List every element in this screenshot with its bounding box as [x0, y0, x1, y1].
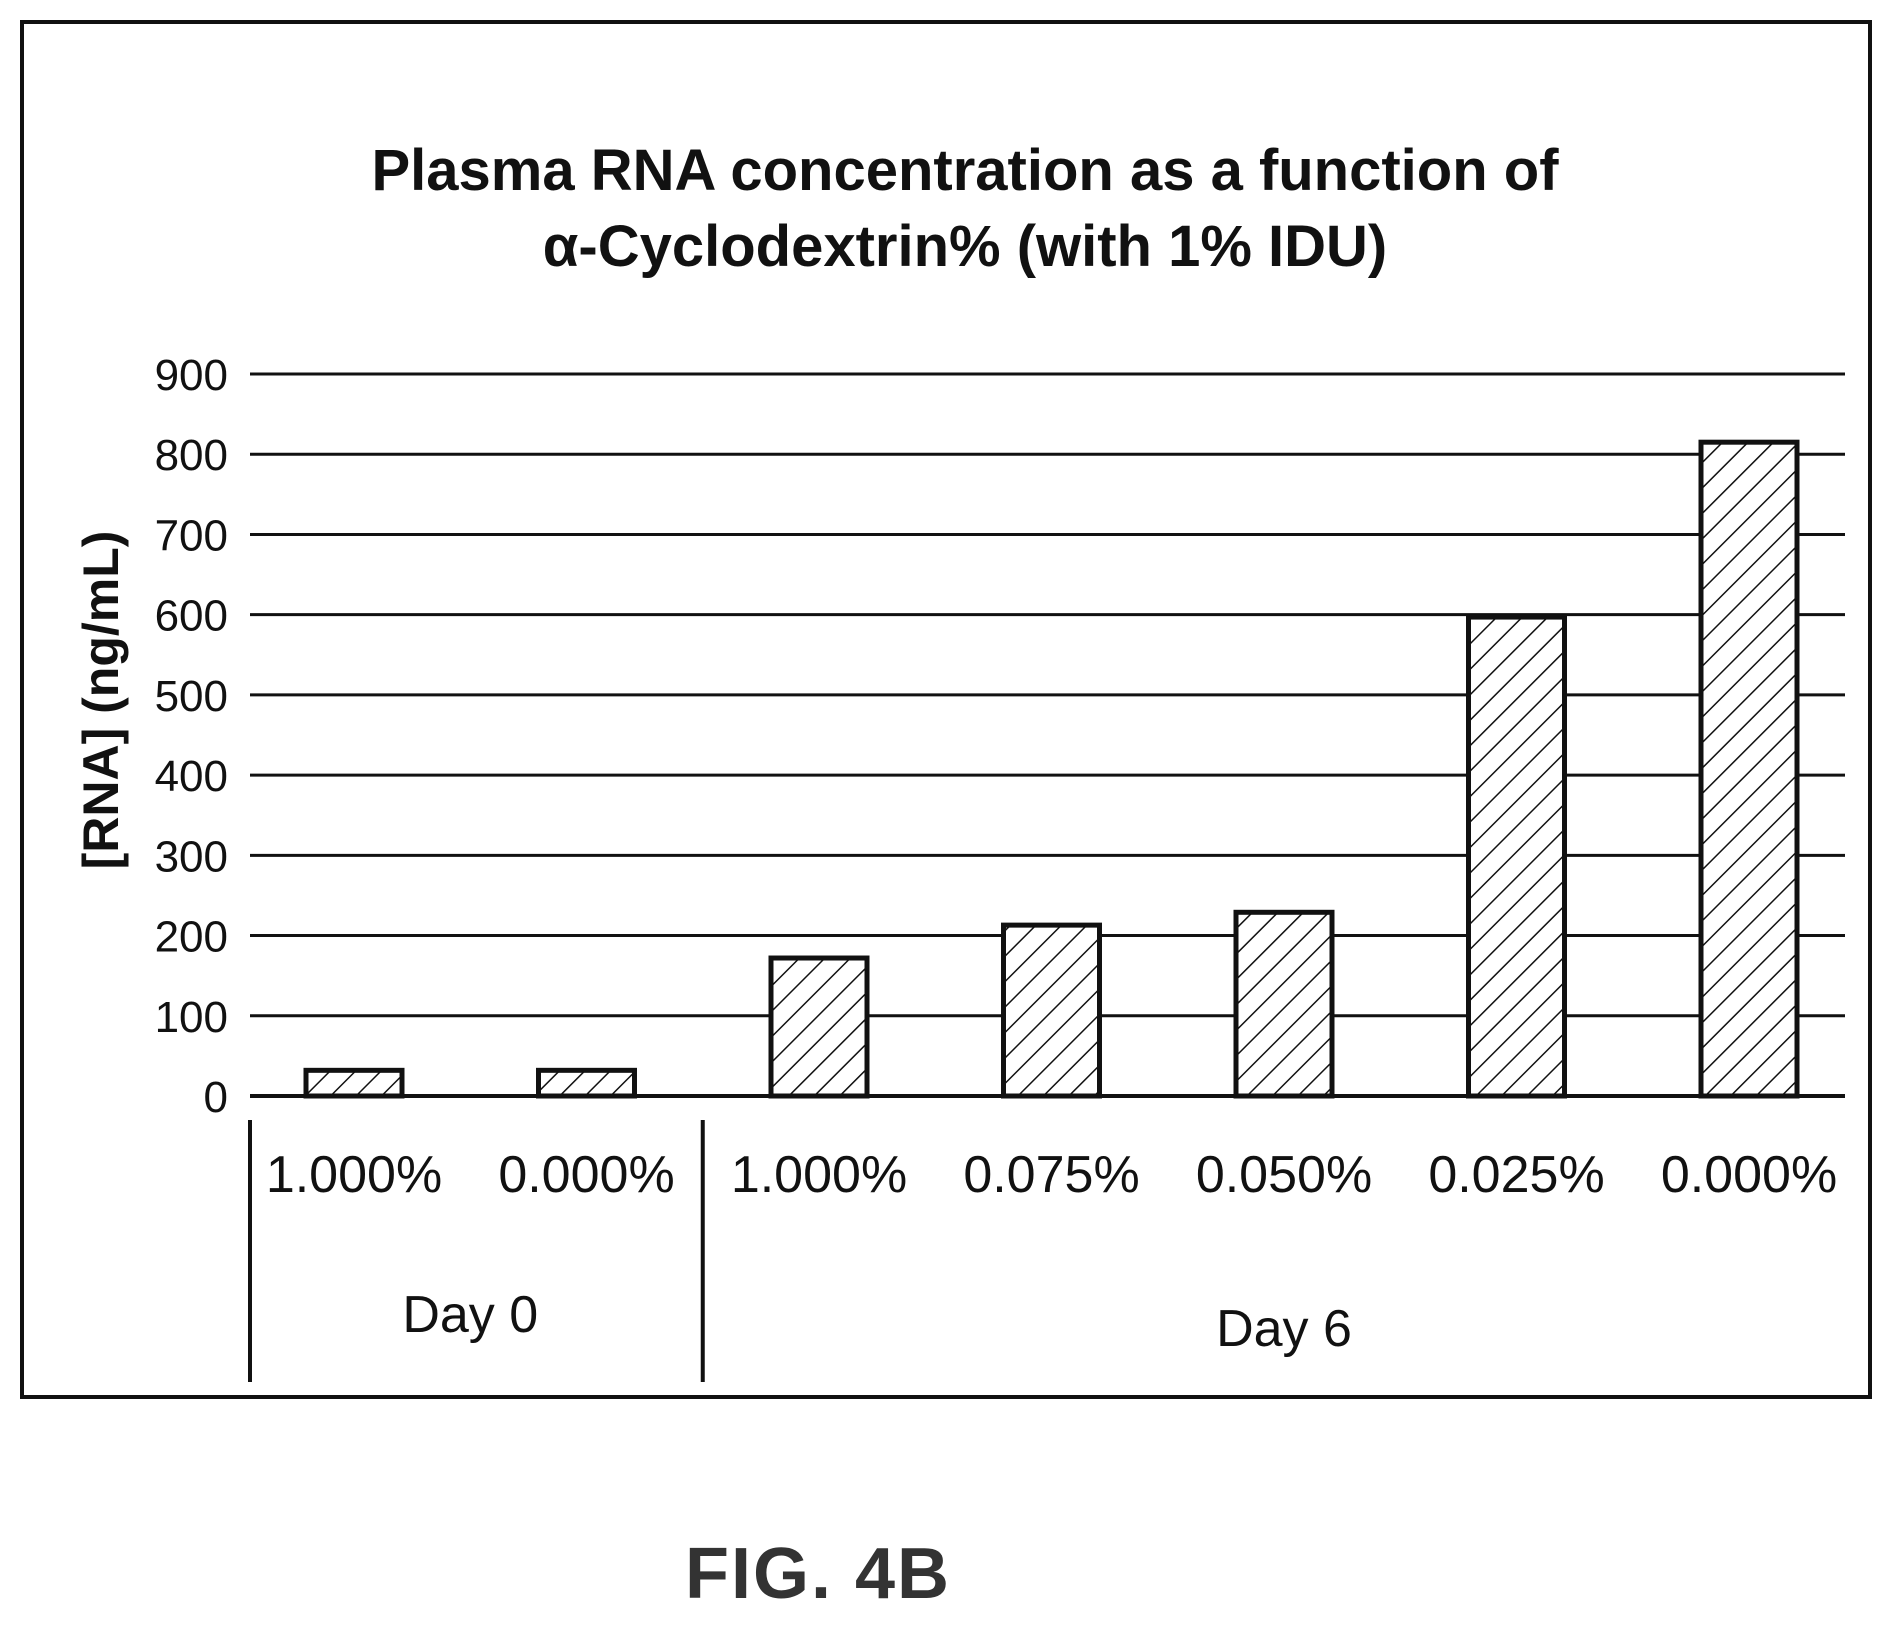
- group-labels: Day 0 Day 6: [248, 1120, 1352, 1382]
- x-category-label: 1.000%: [266, 1146, 442, 1204]
- bar: [1001, 922, 1102, 1099]
- y-tick-label: 0: [204, 1073, 228, 1122]
- group-label: Day 6: [1216, 1300, 1352, 1358]
- x-category-labels: 1.000% 0.000% 1.000% 0.075% 0.050% 0.025% 0.00…: [266, 1146, 1837, 1204]
- bar: [536, 1067, 637, 1099]
- y-tick-label: 800: [155, 431, 228, 480]
- x-category-label: 1.000%: [731, 1146, 907, 1204]
- y-tick-label: 100: [155, 993, 228, 1042]
- bars: [303, 439, 1800, 1099]
- y-axis-label: [RNA] (ng/mL): [73, 531, 129, 870]
- bar: [768, 955, 870, 1099]
- y-tick-label: 700: [155, 511, 228, 560]
- x-category-label: 0.000%: [498, 1146, 674, 1204]
- y-tick-label: 900: [155, 351, 228, 400]
- bar: [1698, 439, 1800, 1099]
- chart-title-line1: Plasma RNA concentration as a function o…: [371, 138, 1559, 203]
- bar: [1466, 614, 1567, 1099]
- x-category-label: 0.075%: [963, 1146, 1139, 1204]
- y-tick-label: 600: [155, 592, 228, 641]
- x-category-label: 0.000%: [1661, 1146, 1837, 1204]
- y-tick-label: 300: [155, 832, 228, 881]
- chart-title-line2: α-Cyclodextrin% (with 1% IDU): [543, 214, 1388, 279]
- gridlines: [250, 372, 1845, 1098]
- figure-label: FIG. 4B: [685, 1534, 951, 1614]
- group-label: Day 0: [402, 1286, 538, 1344]
- y-tick-label: 400: [155, 752, 228, 801]
- y-tick-label: 500: [155, 672, 228, 721]
- y-tick-label: 200: [155, 913, 228, 962]
- y-tick-labels: 0 100 200 300 400 500 600 700 800 900: [155, 351, 228, 1122]
- bar: [303, 1067, 405, 1099]
- bar: [1233, 909, 1335, 1099]
- x-category-label: 0.050%: [1196, 1146, 1372, 1204]
- x-category-label: 0.025%: [1428, 1146, 1604, 1204]
